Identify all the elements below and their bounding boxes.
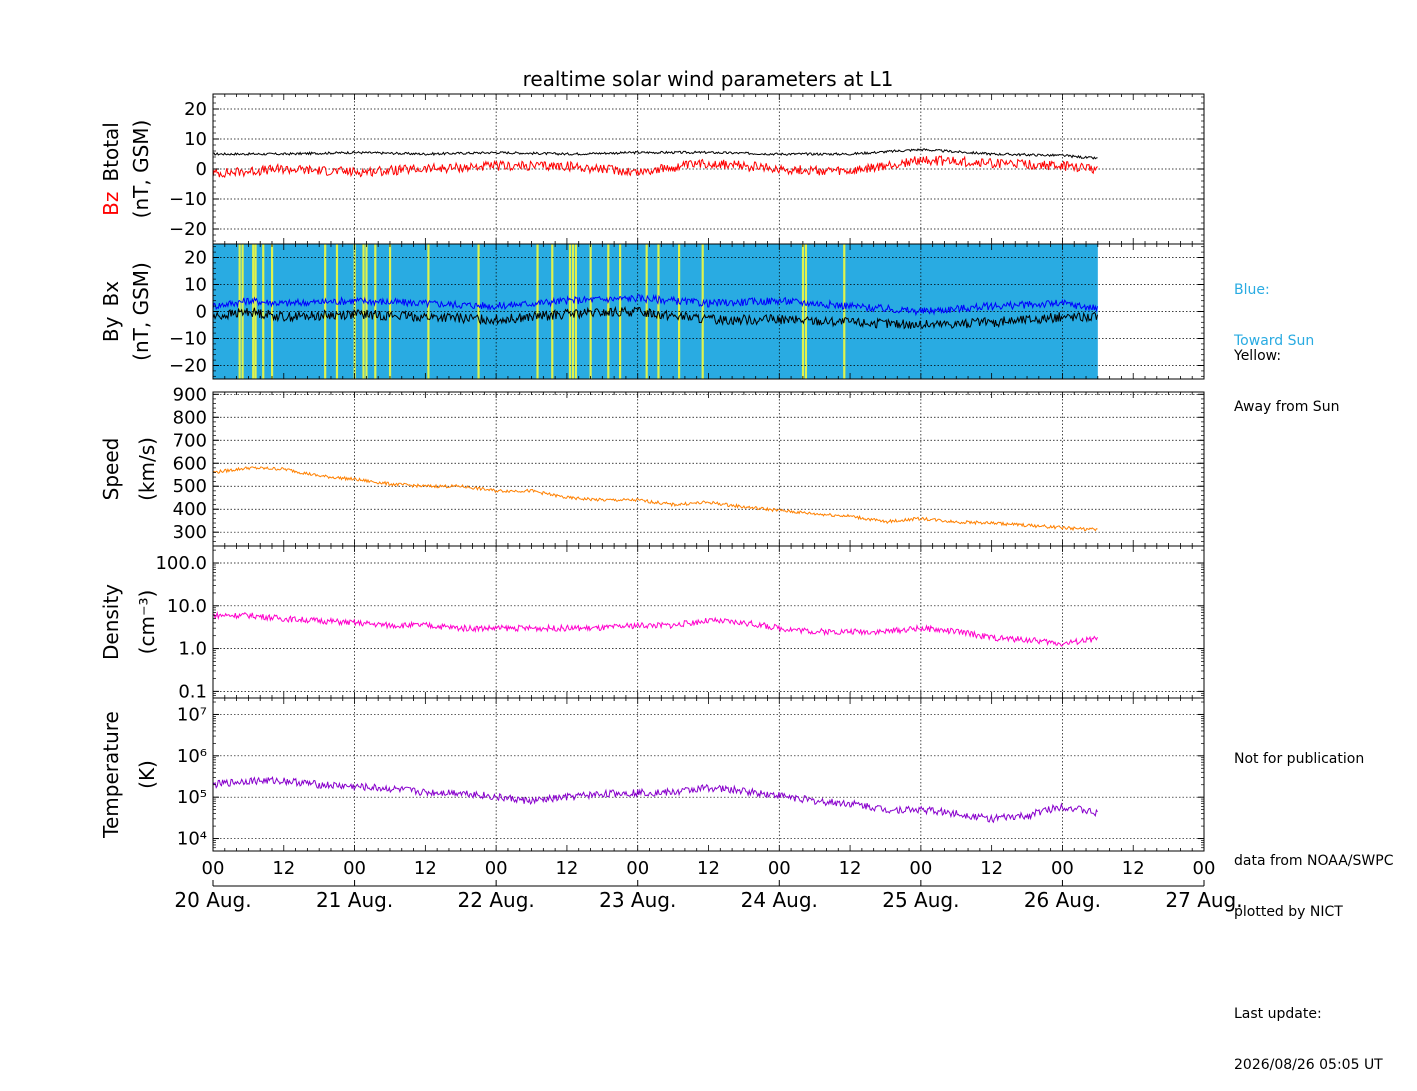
y-axis-label-components: Bz Btotal: [99, 122, 123, 216]
bx-series-line: [212, 293, 1098, 317]
y-axis-label: Speed: [99, 438, 123, 501]
panel-frame: [212, 697, 1205, 852]
x-hour-tick-label: 12: [555, 858, 578, 879]
y-tick-label: −20: [169, 356, 207, 377]
x-hour-tick-label: 12: [1122, 858, 1145, 879]
y-axis-label-btotal: Btotal: [99, 122, 123, 181]
x-hour-tick-label: 00: [202, 858, 225, 879]
toward-sun-text: Toward Sun: [1234, 333, 1315, 349]
x-hour-tick-label: 12: [839, 858, 862, 879]
away-from-sun-sector-stripe: [701, 244, 704, 379]
date-label: 22 Aug.: [458, 888, 535, 912]
credits-block: Not for publication data from NOAA/SWPC …: [1234, 717, 1393, 1091]
away-from-sun-sector-stripe: [571, 244, 575, 379]
y-axis-label: Density: [99, 584, 123, 660]
date-label: 23 Aug.: [599, 888, 676, 912]
away-from-sun-sector-stripe: [551, 244, 554, 379]
date-label: 21 Aug.: [316, 888, 393, 912]
x-hour-tick-label: 12: [414, 858, 437, 879]
y-tick-label: 10⁴: [177, 829, 207, 850]
x-hour-tick-label: 00: [343, 858, 366, 879]
date-label: 26 Aug.: [1024, 888, 1101, 912]
density-series-line: [212, 610, 1098, 647]
y-tick-label: −20: [169, 219, 207, 240]
y-tick-label: 400: [173, 499, 207, 520]
away-from-sun-legend: Yellow: Away from Sun: [1234, 314, 1339, 433]
y-tick-label: 10: [184, 275, 207, 296]
away-from-sun-title: Yellow:: [1234, 348, 1282, 364]
y-axis-unit-label: (km/s): [135, 437, 159, 501]
y-axis-label-by: By: [99, 316, 123, 342]
plotted-by-note: plotted by NICT: [1234, 904, 1343, 920]
x-hour-tick-label: 00: [626, 858, 649, 879]
y-tick-label: 700: [173, 430, 207, 451]
away-from-sun-text: Away from Sun: [1234, 399, 1340, 415]
y-tick-label: 10⁵: [177, 787, 207, 808]
y-axis-label-components: By Bx: [99, 281, 123, 342]
toward-sun-title: Blue:: [1234, 282, 1270, 298]
y-tick-label: −10: [169, 189, 207, 210]
data-source-note: data from NOAA/SWPC: [1234, 853, 1394, 869]
bz-series-line: [212, 155, 1098, 179]
panel-frame: [212, 391, 1205, 547]
y-tick-label: 10⁷: [177, 704, 207, 725]
x-hour-tick-label: 12: [272, 858, 295, 879]
last-update-label: Last update:: [1234, 1006, 1322, 1022]
away-from-sun-sector-stripe: [574, 244, 577, 379]
speed-series-line: [212, 466, 1098, 532]
y-tick-label: 20: [184, 248, 207, 269]
y-tick-label: 20: [184, 99, 207, 120]
y-tick-label: −10: [169, 329, 207, 350]
date-label: 24 Aug.: [741, 888, 818, 912]
y-tick-label: 10⁶: [177, 746, 207, 767]
temperature-series-line: [212, 776, 1098, 824]
date-label: 27 Aug.: [1165, 888, 1242, 912]
x-hour-tick-label: 00: [768, 858, 791, 879]
away-from-sun-sector-stripe: [388, 244, 392, 379]
date-label: 20 Aug.: [174, 888, 251, 912]
not-for-publication-note: Not for publication: [1234, 751, 1365, 767]
x-hour-tick-label: 00: [1193, 858, 1216, 879]
y-axis-unit-label: (nT, GSM): [129, 120, 153, 219]
y-tick-label: 0.1: [178, 681, 207, 702]
y-tick-label: 500: [173, 476, 207, 497]
x-hour-tick-label: 00: [909, 858, 932, 879]
x-hour-tick-label: 00: [485, 858, 508, 879]
y-tick-label: 1.0: [178, 639, 207, 660]
date-label: 25 Aug.: [882, 888, 959, 912]
away-from-sun-sector-stripe: [607, 244, 610, 379]
y-tick-label: 10.0: [167, 596, 207, 617]
y-tick-label: 600: [173, 453, 207, 474]
away-from-sun-sector-stripe: [270, 244, 274, 379]
y-tick-label: 0: [196, 159, 207, 180]
y-tick-label: 300: [173, 522, 207, 543]
btotal-series-line: [212, 148, 1098, 160]
solar-wind-figure: realtime solar wind parameters at L1 −20…: [99, 67, 1243, 912]
last-update-value: 2026/08/26 05:05 UT: [1234, 1057, 1383, 1073]
y-axis-unit-label: (K): [135, 760, 159, 789]
x-hour-tick-label: 12: [697, 858, 720, 879]
y-tick-label: 900: [173, 384, 207, 405]
panel-frame: [212, 93, 1205, 245]
y-tick-label: 10: [184, 129, 207, 150]
y-tick-label: 0: [196, 302, 207, 323]
y-tick-label: 800: [173, 407, 207, 428]
chart-title: realtime solar wind parameters at L1: [523, 67, 894, 91]
away-from-sun-sector-stripe: [801, 244, 805, 379]
y-tick-label: 100.0: [155, 553, 207, 574]
x-hour-tick-label: 00: [1051, 858, 1074, 879]
away-from-sun-sector-stripe: [241, 244, 244, 379]
away-from-sun-sector-stripe: [536, 244, 539, 379]
y-axis-unit-label: (cm⁻³): [135, 590, 159, 655]
y-axis-label-bz: Bz: [99, 192, 123, 216]
by-series-line: [212, 305, 1098, 330]
away-from-sun-sector-stripe: [477, 244, 480, 379]
toward-sun-legend: Blue: Toward Sun: [1234, 248, 1314, 367]
y-axis-label: Temperature: [99, 711, 123, 839]
away-from-sun-sector-stripe: [427, 244, 430, 379]
x-hour-tick-label: 12: [980, 858, 1003, 879]
y-axis-unit-label: (nT, GSM): [129, 262, 153, 361]
y-axis-label-bx: Bx: [99, 281, 123, 307]
